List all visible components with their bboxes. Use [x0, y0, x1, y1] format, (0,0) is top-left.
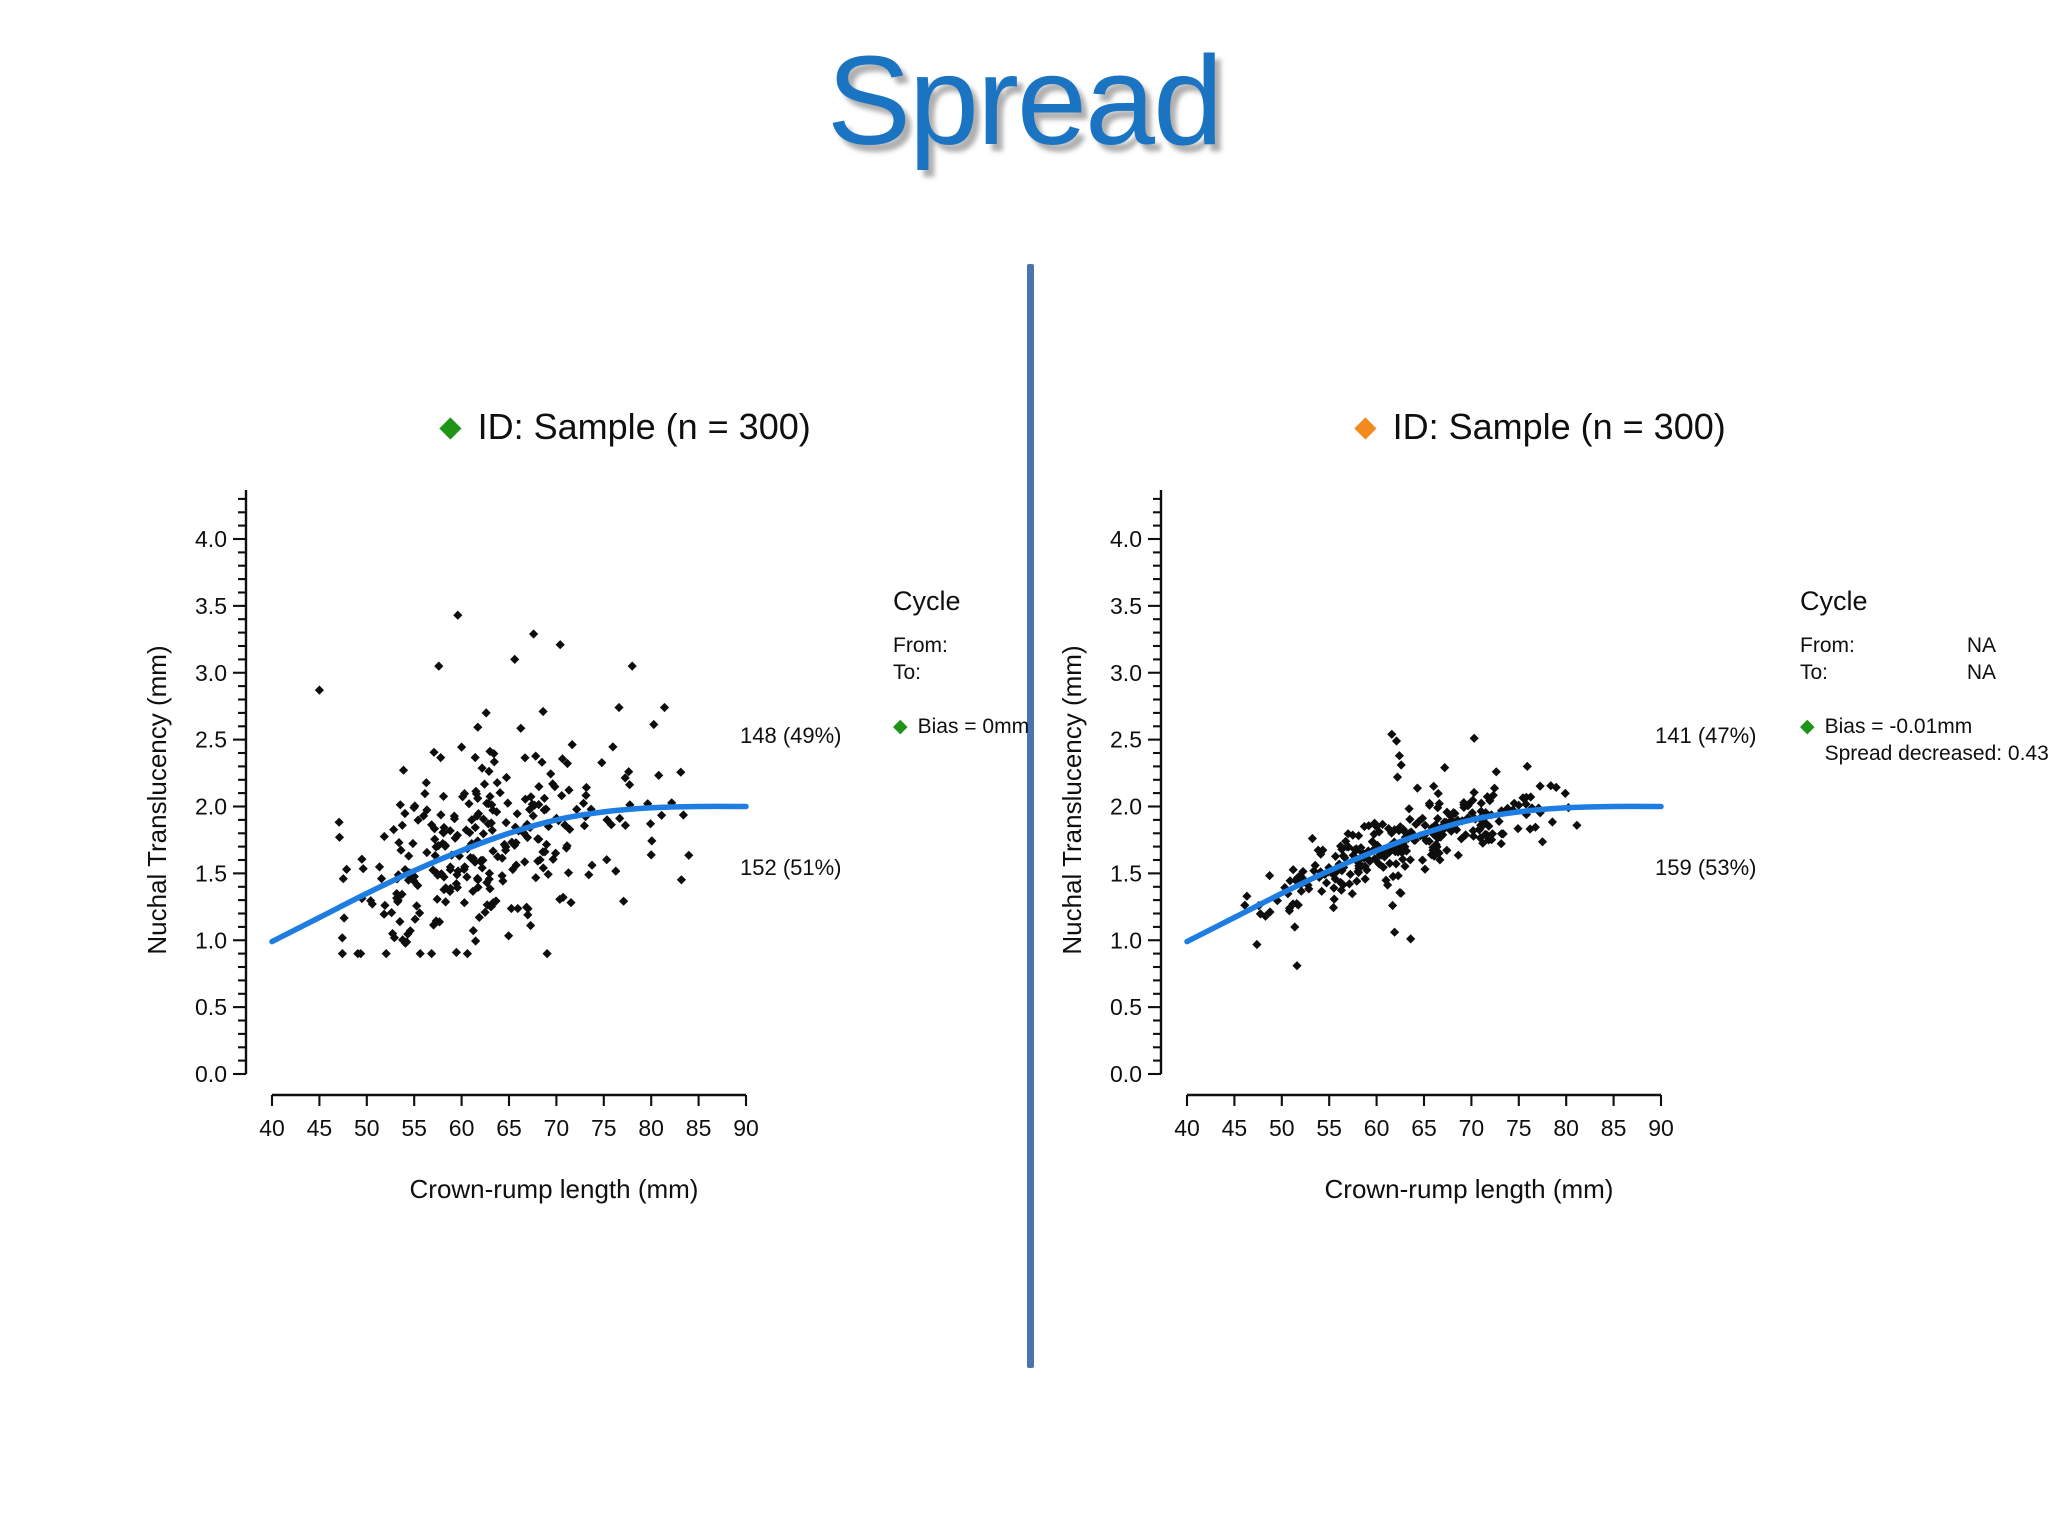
y-axis-label: Nuchal Translucency (mm): [1057, 645, 1087, 954]
green-diamond-icon: ◆: [439, 411, 462, 443]
slide-title: Spread: [826, 30, 1223, 171]
x-tick-label: 85: [1601, 1115, 1627, 1141]
y-tick-label: 4.0: [195, 526, 227, 552]
count-below-curve: 159 (53%): [1655, 855, 1757, 880]
x-tick-label: 40: [259, 1115, 285, 1141]
cycle-legend: Cycle From: NA To: NA ◆ Bias = -0.01mm Spread d…: [1800, 586, 2048, 767]
y-tick-label: 2.5: [1110, 727, 1142, 753]
x-tick-label: 45: [1222, 1115, 1248, 1141]
x-tick-label: 40: [1174, 1115, 1200, 1141]
y-tick-label: 0.0: [1110, 1061, 1142, 1087]
bias-lines: Bias = 0mm: [918, 713, 1029, 740]
x-tick-label: 60: [1364, 1115, 1390, 1141]
bias-lines: Bias = -0.01mm Spread decreased: 0.43: [1825, 713, 2048, 767]
cycle-row: From: NA: [1800, 632, 1996, 659]
y-tick-label: 3.5: [1110, 593, 1142, 619]
count-above-curve: 148 (49%): [740, 723, 842, 748]
cycle-heading: Cycle: [1800, 586, 1868, 616]
bias-text: Bias = 0mm: [917, 715, 1030, 738]
x-axis-label: Crown-rump length (mm): [410, 1174, 699, 1204]
bias-row: ◆ Bias = -0.01mm Spread decreased: 0.43: [1800, 713, 2048, 767]
cycle-legend: Cycle From: To: ◆ Bias = 0mm: [893, 586, 1145, 740]
scatter-plot: 0.0 0.5 1.0 1.5 2.0 2.5 3.0 3.5 4.0 40 45 50 55 60 65 7…: [1057, 490, 1757, 1204]
y-tick-label: 0.5: [1110, 994, 1142, 1020]
x-tick-label: 85: [686, 1115, 712, 1141]
y-tick-label: 4.0: [1110, 526, 1142, 552]
orange-diamond-icon: ◆: [1354, 411, 1377, 443]
x-tick-label: 45: [307, 1115, 333, 1141]
cycle-row: To: NA: [1800, 659, 1996, 686]
x-tick-label: 65: [496, 1115, 522, 1141]
x-tick-label: 70: [1459, 1115, 1485, 1141]
cycle-row-value: NA: [1966, 634, 1996, 657]
cycle-row-label: From:: [1800, 634, 1855, 657]
scatter-plot: 0.0 0.5 1.0 1.5 2.0 2.5 3.0 3.5 4.0 40 45 50 55 60 65 7…: [142, 490, 842, 1204]
cycle-row-label: From:: [893, 634, 948, 657]
cycle-row-label: To:: [893, 661, 922, 684]
x-tick-label: 50: [354, 1115, 380, 1141]
trend-curve: [1184, 803, 1664, 945]
y-tick-label: 3.5: [195, 593, 227, 619]
y-axis-label: Nuchal Translucency (mm): [142, 645, 172, 954]
scatter-points: [314, 610, 694, 959]
green-diamond-icon: ◆: [893, 716, 908, 737]
x-tick-label: 60: [449, 1115, 475, 1141]
x-tick-label: 90: [1648, 1115, 1674, 1141]
x-axis-label: Crown-rump length (mm): [1325, 1174, 1614, 1204]
y-tick-label: 2.0: [1110, 794, 1142, 820]
bias-row: ◆ Bias = 0mm: [893, 713, 1145, 740]
x-tick-label: 75: [591, 1115, 617, 1141]
y-tick-label: 1.0: [1110, 927, 1142, 953]
cycle-row-label: To:: [1800, 661, 1829, 684]
x-tick-label: 80: [1553, 1115, 1579, 1141]
y-tick-label: 1.5: [1110, 860, 1142, 886]
vertical-divider: [1027, 264, 1034, 1368]
x-tick-label: 70: [544, 1115, 570, 1141]
chart-title-text: ID: Sample (n = 300): [477, 406, 811, 447]
trend-curve: [269, 803, 749, 945]
cycle-row: To:: [893, 659, 1089, 686]
bias-text: Bias = -0.01mm: [1824, 715, 1973, 738]
y-tick-label: 2.5: [195, 727, 227, 753]
chart-legend-title: ◆ ID: Sample (n = 300): [255, 406, 995, 448]
y-tick-label: 3.0: [195, 660, 227, 686]
y-tick-label: 1.0: [195, 927, 227, 953]
x-tick-label: 80: [638, 1115, 664, 1141]
x-tick-label: 55: [1316, 1115, 1342, 1141]
chart-title-text: ID: Sample (n = 300): [1392, 406, 1726, 447]
cycle-row: From:: [893, 632, 1089, 659]
count-below-curve: 152 (51%): [740, 855, 842, 880]
y-tick-label: 0.5: [195, 994, 227, 1020]
chart-legend-title: ◆ ID: Sample (n = 300): [1170, 406, 1910, 448]
y-tick-label: 2.0: [195, 794, 227, 820]
y-tick-label: 0.0: [195, 1061, 227, 1087]
spread-text: Spread decreased: 0.43: [1824, 742, 2048, 765]
cycle-heading: Cycle: [893, 586, 961, 616]
green-diamond-icon: ◆: [1800, 716, 1815, 737]
y-tick-label: 1.5: [195, 860, 227, 886]
x-tick-label: 75: [1506, 1115, 1532, 1141]
x-tick-label: 65: [1411, 1115, 1437, 1141]
x-tick-label: 55: [401, 1115, 427, 1141]
count-above-curve: 141 (47%): [1655, 723, 1757, 748]
x-tick-label: 50: [1269, 1115, 1295, 1141]
cycle-row-value: NA: [1966, 661, 1996, 684]
x-tick-label: 90: [733, 1115, 759, 1141]
y-tick-label: 3.0: [1110, 660, 1142, 686]
scatter-points: [1240, 729, 1582, 971]
